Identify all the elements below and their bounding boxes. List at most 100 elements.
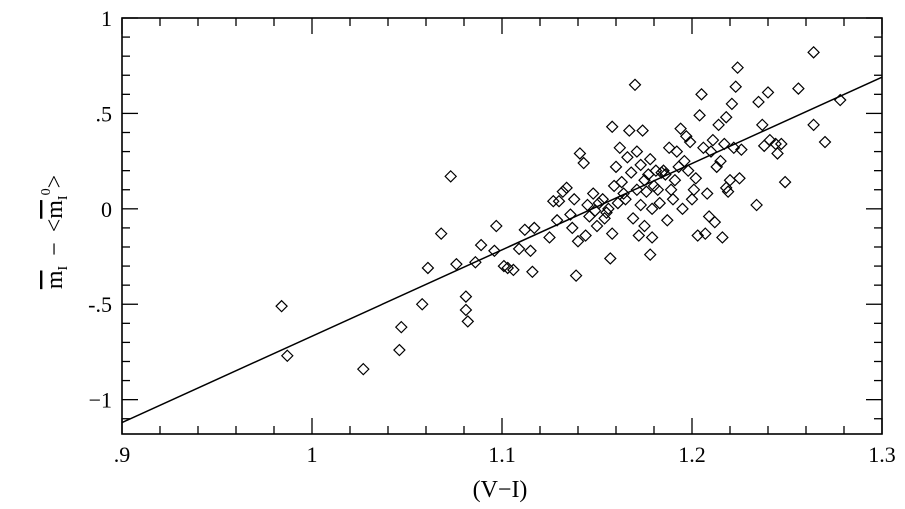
data-point bbox=[660, 213, 674, 227]
data-point bbox=[596, 192, 610, 206]
data-point bbox=[687, 183, 701, 197]
data-point bbox=[605, 227, 619, 240]
data-point bbox=[689, 171, 703, 185]
data-point bbox=[697, 141, 710, 155]
data-point bbox=[755, 118, 769, 132]
y-axis-label: mI−<mI0> bbox=[39, 175, 71, 289]
x-tick-label: 1.2 bbox=[678, 442, 706, 467]
data-point bbox=[807, 46, 820, 59]
data-point bbox=[552, 194, 566, 208]
data-point bbox=[818, 135, 832, 149]
data-point bbox=[731, 61, 744, 74]
data-point bbox=[693, 108, 706, 122]
data-point bbox=[489, 219, 503, 233]
data-point bbox=[670, 145, 684, 158]
data-point bbox=[573, 147, 587, 160]
data-point bbox=[717, 137, 731, 151]
data-point bbox=[683, 135, 697, 149]
data-point bbox=[792, 82, 805, 95]
y-tick-label: −1 bbox=[89, 388, 112, 413]
x-tick-label: 1.1 bbox=[488, 442, 516, 467]
data-point bbox=[698, 227, 712, 240]
data-point bbox=[691, 229, 705, 242]
y-label-sub-right: I bbox=[56, 195, 71, 200]
data-point bbox=[640, 185, 653, 198]
data-point bbox=[605, 120, 619, 134]
data-point bbox=[757, 139, 771, 153]
data-point bbox=[565, 221, 579, 235]
data-point bbox=[733, 171, 746, 185]
data-point bbox=[651, 183, 665, 197]
data-point bbox=[624, 166, 638, 179]
data-point bbox=[662, 141, 676, 155]
data-point bbox=[657, 164, 670, 178]
y-label-m-left: m bbox=[42, 270, 68, 289]
data-point bbox=[600, 206, 613, 219]
data-point bbox=[444, 170, 458, 183]
data-point bbox=[579, 229, 592, 242]
data-point bbox=[577, 156, 591, 170]
y-label-sup-right: 0 bbox=[39, 188, 54, 195]
data-point bbox=[603, 252, 617, 265]
data-point bbox=[678, 154, 691, 168]
data-point bbox=[619, 192, 632, 206]
data-point bbox=[474, 238, 488, 252]
data-point bbox=[507, 263, 520, 277]
y-label-m-right: m bbox=[42, 200, 68, 219]
y-label-close: > bbox=[42, 175, 68, 189]
data-point bbox=[512, 242, 526, 256]
data-point bbox=[634, 198, 648, 212]
y-tick-labels: 1 .5 0 -.5 −1 bbox=[88, 6, 112, 413]
data-point bbox=[450, 257, 463, 271]
data-point bbox=[659, 168, 672, 181]
x-tick-labels: .9 1 1.1 1.2 1.3 bbox=[114, 442, 896, 467]
data-point bbox=[356, 362, 370, 376]
data-point bbox=[626, 212, 640, 225]
y-label-minus: − bbox=[42, 242, 68, 256]
data-point bbox=[581, 198, 594, 212]
data-point bbox=[280, 349, 294, 363]
data-point bbox=[607, 179, 621, 193]
data-point bbox=[636, 124, 649, 137]
data-point bbox=[712, 118, 725, 132]
data-point bbox=[645, 231, 659, 244]
x-axis-label: (V−I) bbox=[473, 477, 528, 503]
data-point bbox=[497, 259, 511, 273]
data-point bbox=[721, 185, 735, 198]
data-points bbox=[275, 46, 847, 376]
data-point bbox=[653, 196, 667, 210]
data-point bbox=[586, 187, 600, 200]
data-point bbox=[666, 192, 680, 206]
data-point bbox=[630, 145, 644, 158]
data-point bbox=[622, 124, 636, 137]
data-point bbox=[632, 229, 646, 242]
data-point bbox=[674, 122, 687, 136]
data-point bbox=[634, 158, 648, 172]
data-point bbox=[415, 297, 429, 311]
data-point bbox=[617, 187, 630, 200]
data-point bbox=[645, 202, 659, 216]
fit-line-layer bbox=[121, 76, 883, 424]
data-point bbox=[638, 219, 651, 233]
y-tick-label: .5 bbox=[96, 101, 113, 126]
data-point bbox=[668, 173, 682, 187]
data-point bbox=[469, 255, 482, 269]
y-tick-label: -.5 bbox=[88, 292, 112, 317]
data-point bbox=[550, 213, 564, 227]
axis-ticks bbox=[121, 17, 883, 434]
data-point bbox=[524, 244, 537, 258]
data-point bbox=[778, 175, 792, 189]
data-point bbox=[643, 152, 657, 166]
data-point bbox=[706, 133, 720, 147]
data-point bbox=[602, 202, 615, 216]
data-point bbox=[630, 183, 644, 197]
data-point bbox=[459, 303, 473, 317]
data-point bbox=[763, 133, 777, 147]
svg-text:mI−<mI0>: mI−<mI0> bbox=[39, 175, 71, 289]
data-point bbox=[638, 173, 651, 187]
data-point bbox=[729, 80, 743, 94]
data-point bbox=[643, 248, 657, 261]
data-point bbox=[719, 110, 733, 124]
data-point bbox=[807, 118, 820, 132]
data-point bbox=[752, 95, 765, 109]
